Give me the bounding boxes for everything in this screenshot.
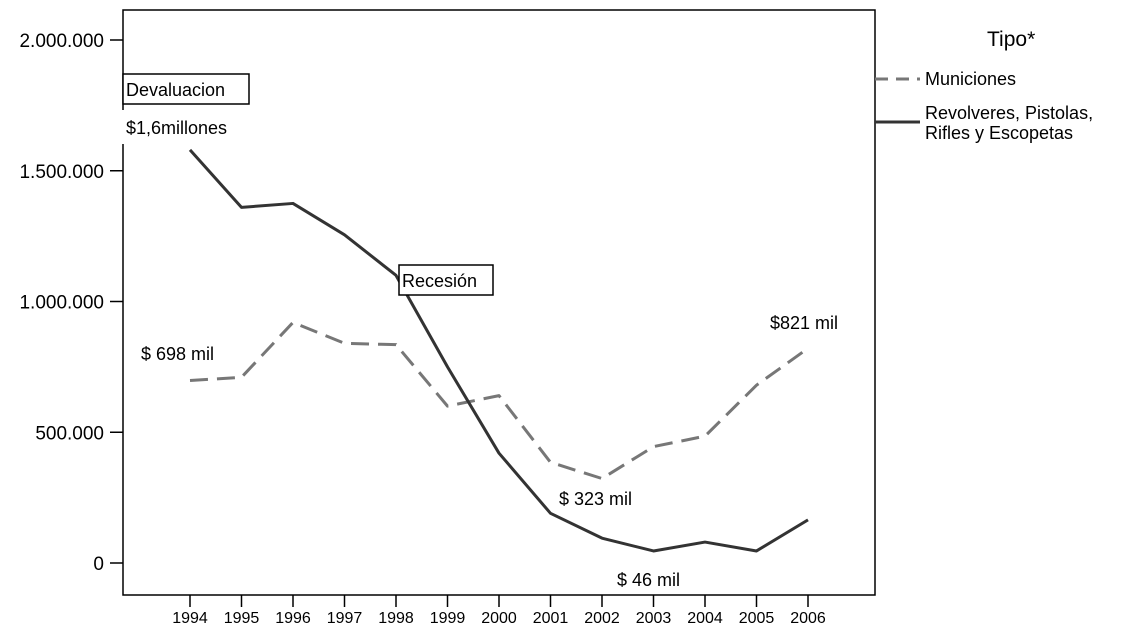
series-line-municiones (189, 320, 809, 481)
y-tick-label: 1.000.000 (19, 293, 104, 314)
y-tick-label: 500.000 (35, 423, 104, 444)
y-tick-label: 1.500.000 (19, 162, 104, 183)
x-tick-label: 1995 (224, 610, 260, 625)
x-tick-label: 1999 (430, 610, 466, 625)
x-axis: 1994 1995 1996 1997 1998 1999 2000 2001 2002 2003… (172, 595, 826, 625)
recesion-label: Recesión (402, 271, 477, 291)
municiones-min-label: $ 323 mil (559, 489, 632, 509)
armas-min-label: $ 46 mil (617, 570, 680, 590)
x-tick-label: 2003 (636, 610, 672, 625)
x-tick-label: 2002 (584, 610, 620, 625)
x-tick-label: 1997 (327, 610, 363, 625)
x-tick-label: 1998 (378, 610, 414, 625)
x-tick-label: 1994 (172, 610, 208, 625)
legend-title: Tipo* (987, 28, 1035, 51)
y-axis: 0 500.000 1.000.000 1.500.000 2.000.000 (19, 31, 123, 575)
devaluacion-box (122, 73, 250, 105)
legend-label-armas-line1: Revolveres, Pistolas, (925, 103, 1093, 123)
devaluacion-value: $1,6millones (126, 118, 227, 138)
x-tick-label: 2005 (739, 610, 775, 625)
x-tick-label: 2000 (481, 610, 517, 625)
series-line-armas (188, 148, 809, 553)
x-tick-label: 2006 (790, 610, 826, 625)
legend-label-municiones: Municiones (925, 69, 1016, 89)
x-tick-label: 2004 (687, 610, 723, 625)
legend-label-armas-line2: Rifles y Escopetas (925, 123, 1073, 143)
recesion-box (398, 264, 494, 296)
series-group (188, 148, 809, 553)
devaluacion-label: Devaluacion (126, 80, 225, 100)
y-tick-label: 2.000.000 (19, 31, 104, 52)
x-tick-label: 2001 (533, 610, 569, 625)
devaluacion-value-bg (121, 110, 251, 144)
y-tick-label: 0 (93, 554, 104, 575)
armas-min-bg (614, 565, 694, 593)
municiones-start-label: $ 698 mil (141, 344, 214, 364)
municiones-end-label: $821 mil (770, 313, 838, 333)
x-tick-label: 1996 (275, 610, 311, 625)
